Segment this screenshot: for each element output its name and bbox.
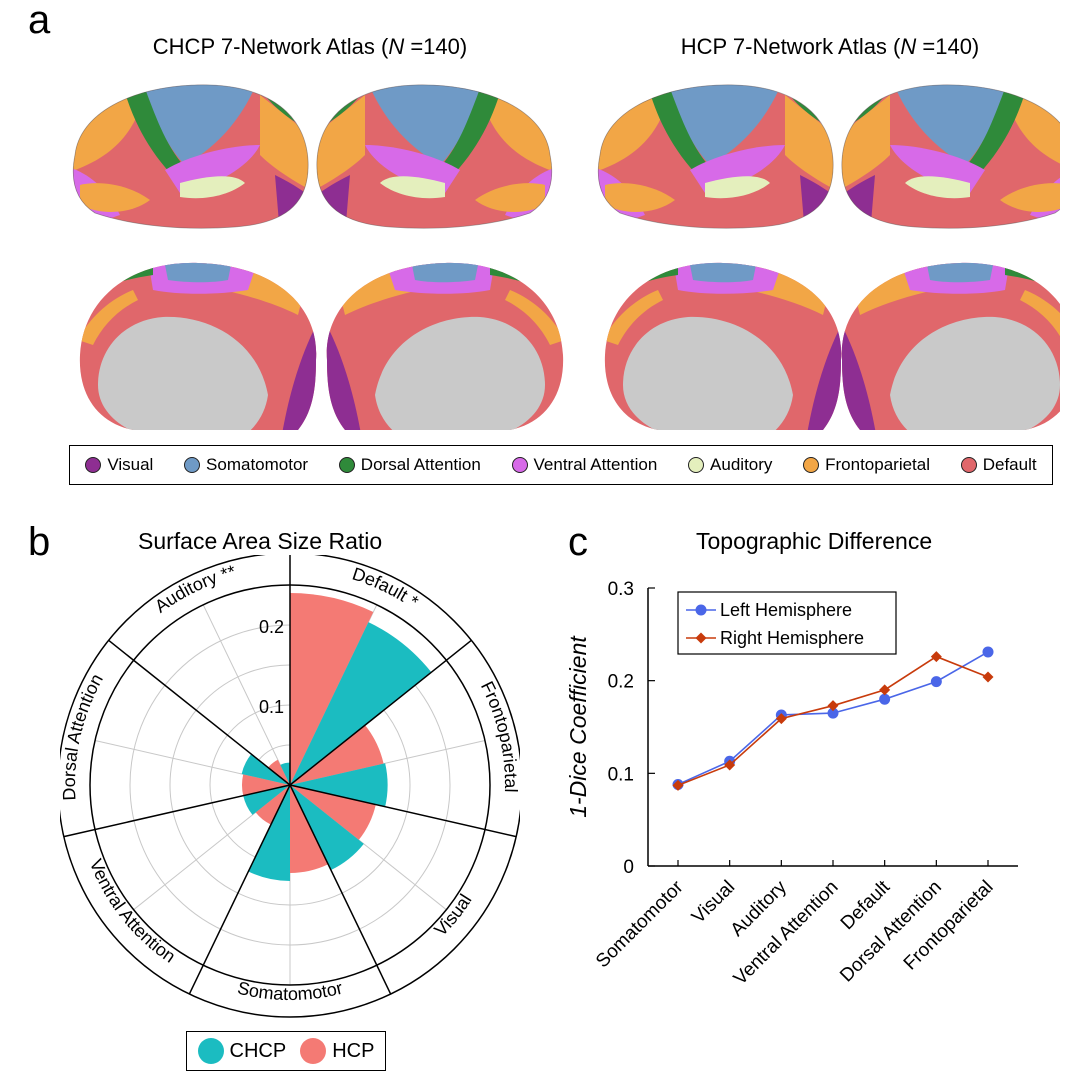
point-left-hemisphere: [879, 693, 891, 705]
bar-chcp-visual: [290, 785, 364, 871]
bar-hcp-somatomotor: [290, 785, 329, 873]
x-tick-label-somatomotor: Somatomotor: [592, 876, 688, 972]
x-tick-label-frontoparietal: Frontoparietal: [900, 877, 998, 975]
bar-hcp-visual: [290, 785, 376, 840]
y-tick-label: 0.1: [608, 764, 634, 785]
point-right-hemisphere: [879, 684, 891, 696]
legend-label: Visual: [107, 455, 154, 474]
legend-label: Dorsal Attention: [360, 455, 481, 474]
hcp-right-medial: [830, 245, 1060, 430]
point-right-hemisphere: [982, 671, 994, 683]
point-right-hemisphere: [672, 779, 684, 791]
sector-divider: [289, 784, 392, 995]
panel-b-letter: b: [28, 520, 51, 564]
visual-swatch: [85, 457, 102, 473]
legend-chcp: CHCP: [197, 1038, 286, 1064]
bar-hcp-default: [290, 593, 374, 785]
legend-label: Somatomotor: [206, 455, 309, 474]
bar-hcp-dorsal-attention: [242, 774, 290, 796]
radial-tick-label: 0.1: [259, 697, 284, 717]
frontoparietal-swatch: [803, 457, 820, 473]
sector-divider: [289, 784, 517, 838]
angular-gridline: [133, 784, 291, 911]
legend-label: Auditory: [710, 455, 773, 474]
label-ring: [60, 555, 520, 1018]
point-left-hemisphere: [982, 646, 994, 658]
network-legend: Visual Somatomotor Dorsal Attention Ventral…: [69, 445, 1053, 485]
legend-label-left-hemisphere: Left Hemisphere: [720, 600, 852, 620]
legend-marker-left-hemisphere: [695, 604, 707, 616]
point-right-hemisphere: [775, 713, 787, 725]
legend-visual: Visual: [85, 455, 153, 475]
bar-chcp-ventral-attention: [243, 785, 290, 815]
polar-chart-title: Surface Area Size Ratio: [138, 528, 383, 554]
auditory-swatch: [688, 457, 705, 473]
legend-label: Default: [982, 455, 1037, 474]
sector-divider: [108, 639, 291, 786]
y-tick-label: 0.3: [608, 579, 634, 600]
hcp-left-lateral: [585, 75, 845, 235]
sector-label-dorsal-attention: Dorsal Attention: [60, 670, 107, 801]
radial-tick-label: 0.2: [259, 617, 284, 637]
sector-divider: [188, 784, 291, 995]
y-tick-label: 0.2: [608, 672, 634, 693]
angular-gridline: [202, 604, 291, 786]
bar-hcp-ventral-attention: [255, 785, 290, 825]
point-left-hemisphere: [930, 676, 942, 688]
sector-label-auditory: Auditory **: [151, 561, 238, 616]
y-axis-label: 1-Dice Coefficient: [565, 635, 591, 818]
line-chart-title: Topographic Difference: [696, 528, 933, 554]
somatomotor-swatch: [184, 457, 201, 473]
point-right-hemisphere: [724, 759, 736, 771]
bar-chcp-auditory: [280, 762, 290, 785]
legend-auditory: Auditory: [688, 455, 772, 475]
chcp-swatch: [197, 1038, 224, 1064]
sector-divider: [63, 784, 291, 838]
sector-label-ventral-attention: Ventral Attention: [86, 856, 180, 967]
brain-surface-renderings: [60, 70, 1060, 430]
legend-label: Ventral Attention: [533, 455, 658, 474]
legend-frontoparietal: Frontoparietal: [803, 455, 930, 475]
dorsal-attention-swatch: [338, 457, 355, 473]
ventral-attention-swatch: [511, 457, 528, 473]
chcp-atlas-title: CHCP 7-Network Atlas (N =140): [152, 34, 468, 59]
hcp-atlas-title: HCP 7-Network Atlas (N =140): [680, 34, 980, 59]
point-right-hemisphere: [827, 700, 839, 712]
legend-ventral-attention: Ventral Attention: [511, 455, 658, 475]
y-tick-label: 0: [623, 857, 634, 878]
legend-default: Default: [960, 455, 1037, 475]
line-legend-box: [677, 591, 897, 655]
bar-chcp-somatomotor: [248, 785, 290, 881]
hcp-left-medial: [593, 245, 853, 430]
chcp-right-medial: [315, 245, 575, 430]
chcp-left-medial: [68, 245, 328, 430]
bar-hcp-auditory: [268, 759, 290, 785]
bar-chcp-dorsal-attention: [241, 754, 290, 785]
legend-somatomotor: Somatomotor: [184, 455, 308, 475]
default-swatch: [960, 457, 977, 473]
panel-a-letter: a: [28, 0, 51, 42]
bar-hcp-frontoparietal: [290, 725, 384, 785]
legend-hcp: HCP: [300, 1038, 374, 1064]
chcp-right-lateral: [305, 75, 565, 235]
legend-label-right-hemisphere: Right Hemisphere: [720, 628, 864, 648]
legend-marker-right-hemisphere: [695, 632, 707, 644]
bar-chcp-default: [290, 622, 432, 785]
sector-divider: [289, 639, 472, 786]
hcp-swatch: [300, 1038, 327, 1064]
legend-dorsal-attention: Dorsal Attention: [338, 455, 481, 475]
point-right-hemisphere: [930, 651, 942, 663]
polar-legend: CHCP HCP: [186, 1031, 386, 1071]
series-line-right-hemisphere: [677, 655, 989, 787]
hcp-right-lateral: [830, 75, 1060, 235]
legend-label: Frontoparietal: [825, 455, 931, 474]
chcp-left-lateral: [60, 75, 320, 235]
bar-chcp-frontoparietal: [290, 763, 388, 807]
panel-c-letter: c: [568, 520, 588, 564]
point-left-hemisphere: [827, 707, 839, 719]
